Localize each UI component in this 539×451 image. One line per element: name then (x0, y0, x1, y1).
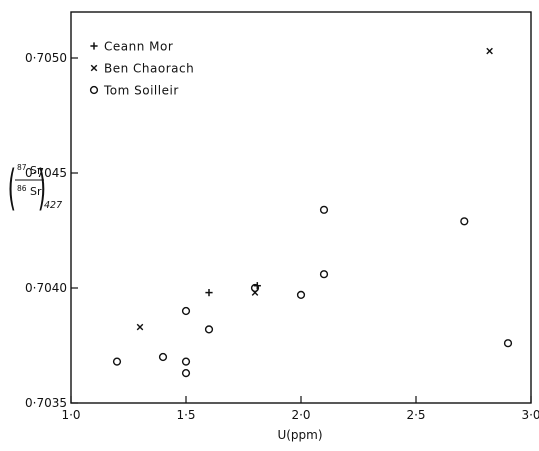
x-axis-title: U(ppm) (277, 428, 322, 442)
point-cross (136, 323, 144, 331)
legend-marker-plus (90, 42, 98, 50)
y-axis-title-sr87-mass: 87 (17, 163, 27, 172)
x-tick-label: 2·5 (406, 408, 425, 422)
point-circle (158, 352, 168, 362)
legend-marker-cross (90, 64, 98, 72)
data-points (112, 47, 513, 378)
point-circle (460, 217, 469, 226)
y-tick-label: 0·7035 (25, 396, 67, 410)
point-circle (503, 339, 513, 348)
point-cross (486, 47, 493, 55)
point-circle (181, 369, 191, 378)
y-axis-title-sr86-element: Sr (30, 185, 42, 198)
y-axis-title-age-subscript: 427 (44, 200, 62, 211)
point-circle (319, 270, 329, 279)
y-axis-title-open-paren: ( (8, 159, 16, 216)
legend-marker-circle (89, 85, 99, 95)
x-tick-label: 2·0 (291, 408, 310, 422)
x-tick-label: 1·0 (61, 408, 80, 422)
series-circle (112, 205, 513, 378)
point-plus (205, 289, 213, 297)
point-circle (181, 357, 191, 366)
legend-label: Ceann Mor (104, 40, 173, 54)
y-tick-label: 0·7040 (25, 281, 67, 295)
x-axis: 1·0 1·5 2·0 2·5 3·0 (61, 396, 539, 422)
y-axis-title-numerator: 87 Sr (17, 160, 42, 177)
y-axis: 0·7035 0·7040 0·7045 0·7050 (25, 51, 78, 410)
point-circle (204, 325, 214, 334)
legend-label: Ben Chaorach (104, 62, 194, 76)
y-axis-title: ( ) 87 Sr 86 Sr 427 (8, 159, 62, 216)
legend: Ceann Mor Ben Chaorach Tom Soilleir (89, 40, 194, 98)
point-circle (250, 283, 260, 293)
x-tick-label: 3·0 (521, 408, 539, 422)
point-circle (296, 290, 306, 300)
point-circle (181, 306, 191, 316)
y-axis-title-sr86-mass: 86 (17, 184, 27, 193)
y-tick-label: 0·7050 (25, 51, 67, 65)
y-tick-label: 0·7045 (25, 166, 67, 180)
y-axis-title-sr87-element: Sr (30, 164, 42, 177)
y-axis-title-denominator: 86 Sr (17, 181, 42, 198)
series-cross (136, 47, 493, 331)
point-circle (319, 205, 329, 214)
x-tick-label: 1·5 (176, 408, 195, 422)
y-axis-title-close-paren: ) (38, 159, 46, 216)
legend-label: Tom Soilleir (103, 84, 179, 98)
point-circle (112, 357, 122, 366)
